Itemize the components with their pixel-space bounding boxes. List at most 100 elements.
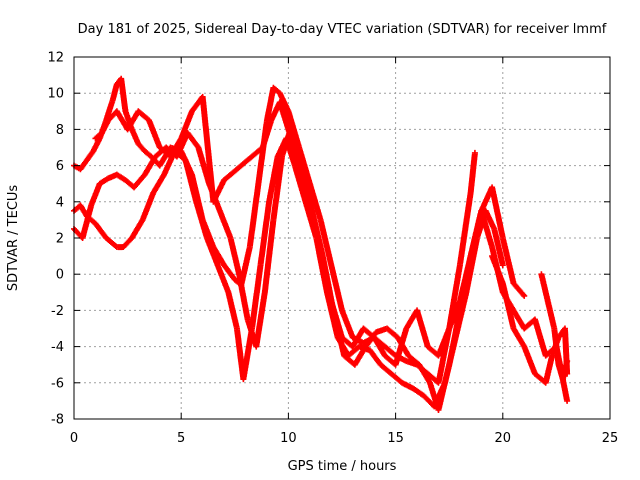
- data-marker-run: [125, 109, 141, 132]
- data-marker-run: [383, 344, 398, 358]
- data-marker-run: [317, 218, 334, 267]
- x-tick-label: 20: [495, 431, 512, 446]
- data-marker-run: [483, 209, 497, 231]
- data-marker-run: [168, 136, 184, 159]
- y-tick-label: 2: [56, 232, 64, 247]
- data-marker-run: [199, 95, 217, 204]
- data-point: [471, 149, 478, 156]
- data-marker-run: [98, 176, 110, 186]
- data-marker-run: [72, 163, 82, 172]
- x-tick-label: 10: [280, 431, 297, 446]
- data-marker-run: [292, 164, 309, 204]
- x-tick-label: 15: [387, 431, 404, 446]
- y-tick-label: -4: [51, 340, 64, 355]
- data-marker-run: [560, 359, 570, 381]
- data-marker-run: [247, 182, 262, 249]
- data-marker-run: [264, 86, 277, 122]
- data-marker-run: [262, 218, 277, 294]
- data-marker-run: [414, 308, 431, 349]
- data-marker-run: [277, 91, 291, 113]
- data-marker-run: [307, 182, 324, 222]
- data-point: [564, 397, 571, 404]
- data-marker-run: [195, 145, 212, 186]
- data-marker-run: [277, 100, 291, 131]
- data-marker-run: [367, 348, 383, 367]
- data-marker-run: [236, 272, 251, 321]
- data-marker-run: [361, 326, 376, 340]
- data-marker-run: [132, 172, 147, 190]
- y-tick-label: 8: [56, 123, 64, 138]
- y-tick-label: 4: [56, 195, 64, 210]
- data-marker-run: [257, 200, 272, 267]
- data-marker-run: [339, 308, 356, 340]
- data-marker-run: [204, 236, 221, 267]
- data-point: [564, 358, 571, 365]
- x-tick-label: 5: [177, 431, 185, 446]
- data-marker-run: [285, 127, 302, 168]
- grid: [74, 57, 610, 419]
- data-marker-run: [80, 203, 94, 240]
- data-marker-run: [521, 345, 538, 376]
- data-marker-run: [178, 109, 195, 140]
- x-axis-label: GPS time / hours: [288, 459, 397, 474]
- data-marker-run: [352, 344, 368, 367]
- data-marker-run: [222, 145, 265, 183]
- y-tick-label: 10: [47, 87, 64, 102]
- data-marker-run: [457, 254, 474, 303]
- data-marker-run: [511, 308, 527, 331]
- data-marker-run: [253, 290, 268, 349]
- y-tick-label: 12: [47, 51, 64, 66]
- data-marker-run: [532, 317, 549, 358]
- data-marker-run: [489, 254, 506, 285]
- data-marker-run: [222, 263, 237, 282]
- data-marker-run: [551, 327, 562, 367]
- data-marker-run: [446, 299, 463, 331]
- data-marker-run: [182, 158, 199, 204]
- data-marker-run: [371, 335, 388, 358]
- y-tick-label: -2: [51, 304, 64, 319]
- data-marker-run: [84, 149, 96, 162]
- data-marker-run: [543, 290, 553, 312]
- data-marker-run: [435, 363, 452, 412]
- data-marker-run: [118, 77, 129, 113]
- data-marker-run: [78, 158, 89, 171]
- series-trace-4: [92, 93, 571, 404]
- data-marker-run: [489, 185, 506, 240]
- data-marker-run: [491, 227, 506, 267]
- data-marker-run: [393, 326, 409, 367]
- data-marker-run: [500, 236, 517, 285]
- data-marker-run: [317, 245, 334, 303]
- data-point: [521, 292, 528, 299]
- data-marker-run: [500, 281, 517, 330]
- data-marker-run: [406, 353, 421, 367]
- data-marker-run: [129, 218, 145, 240]
- data-marker-run: [467, 151, 478, 195]
- data-marker-run: [104, 236, 119, 249]
- data-marker-run: [146, 118, 163, 150]
- data-marker-run: [151, 172, 167, 195]
- data-marker-run: [121, 236, 134, 249]
- data-marker-run: [416, 363, 433, 385]
- data-marker-run: [215, 263, 231, 294]
- y-tick-label: 6: [56, 159, 64, 174]
- data-marker-run: [511, 326, 527, 349]
- data-marker-run: [93, 131, 104, 141]
- y-axis-label: SDTVAR / TECUs: [6, 185, 21, 292]
- data-marker-run: [436, 326, 452, 358]
- y-tick-label: -8: [51, 413, 64, 428]
- data-marker-run: [378, 362, 394, 376]
- data-marker-run: [211, 178, 227, 204]
- data-marker-run: [547, 308, 557, 330]
- data-marker-run: [446, 308, 463, 367]
- chart-title: Day 181 of 2025, Sidereal Day-to-day VTE…: [78, 22, 607, 37]
- data-layer: [71, 75, 571, 413]
- data-marker-run: [142, 154, 158, 177]
- x-tick-label: 25: [602, 431, 619, 446]
- data-marker-run: [511, 281, 527, 298]
- data-marker-run: [468, 209, 484, 258]
- data-marker-run: [389, 371, 404, 385]
- data-marker-run: [478, 209, 495, 249]
- data-marker-run: [350, 326, 366, 349]
- data-marker-run: [385, 326, 400, 340]
- data-marker-run: [260, 118, 274, 149]
